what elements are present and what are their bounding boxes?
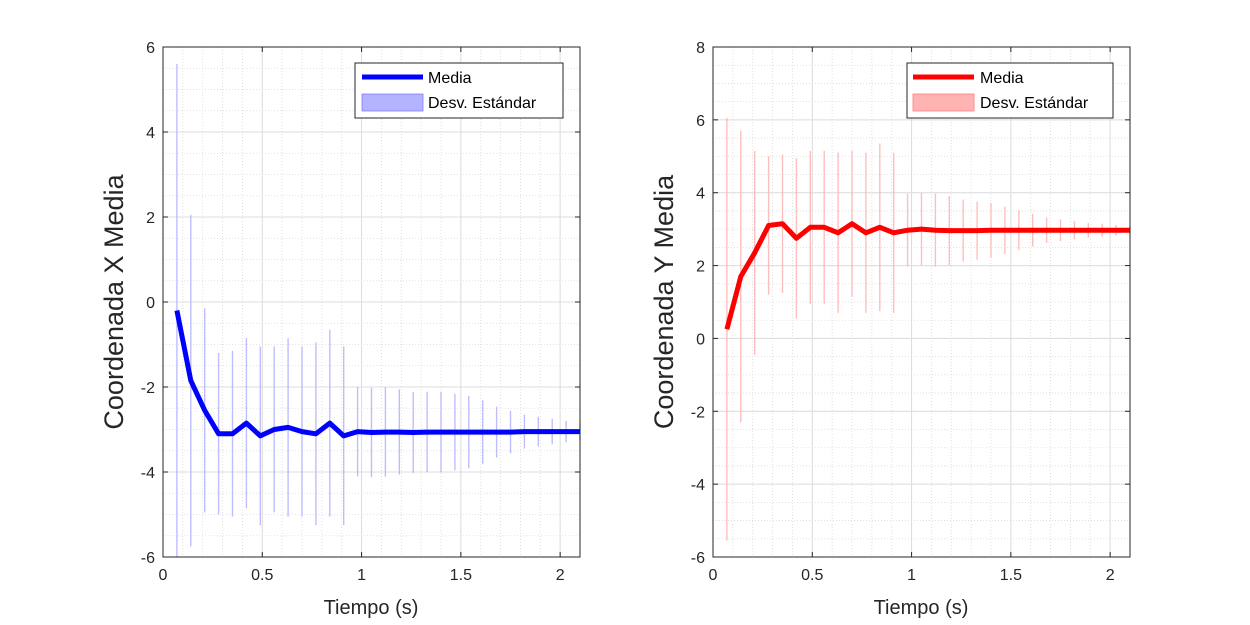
y-tick-label: 2 — [146, 210, 155, 227]
x-tick-label: 1.5 — [1000, 567, 1022, 584]
y-tick-label: -6 — [141, 550, 155, 567]
legend-mean-label: Media — [428, 70, 472, 87]
legend-mean-label: Media — [980, 70, 1024, 87]
y-tick-label: 4 — [146, 125, 155, 142]
y-tick-label: 0 — [146, 295, 155, 312]
plot-x-coordinate: 0 0.5 1 1.5 2 -6 -4 -2 0 2 4 6 Tiempo (s) Coordenad… — [99, 40, 581, 619]
y-tick-label: -2 — [141, 380, 155, 397]
legend-x-plot: Media Desv. Estándar — [354, 62, 564, 119]
mean-line — [174, 310, 580, 439]
y-axis-label: Coordenada Y Media — [649, 174, 679, 429]
x-tick-label: 2 — [1106, 567, 1115, 584]
y-tick-label: 6 — [696, 113, 705, 130]
x-tick-label: 1 — [907, 567, 916, 584]
y-tick-label: -2 — [691, 404, 705, 421]
mean-line-x-plot — [174, 310, 580, 439]
x-tick-label: 1 — [357, 567, 366, 584]
x-tick-label: 2 — [556, 567, 565, 584]
y-tick-label: 0 — [696, 331, 705, 348]
y-tick-label: 4 — [696, 186, 705, 203]
x-tick-label: 0.5 — [251, 567, 273, 584]
y-axis-label: Coordenada X Media — [99, 173, 129, 429]
mean-line — [724, 221, 1130, 330]
legend-std-label: Desv. Estándar — [980, 95, 1089, 112]
x-tick-label: 1.5 — [450, 567, 472, 584]
y-tick-label: 6 — [146, 40, 155, 57]
axes-x-plot: 0 0.5 1 1.5 2 -6 -4 -2 0 2 4 6 — [141, 40, 581, 584]
axes-y-plot: 0 0.5 1 1.5 2 -6 -4 -2 0 2 4 6 8 — [691, 40, 1131, 584]
x-axis-label: Tiempo (s) — [874, 597, 969, 619]
plot-y-coordinate: 0 0.5 1 1.5 2 -6 -4 -2 0 2 4 6 8 Tiempo (s) Coordena… — [649, 40, 1131, 619]
x-tick-label: 0 — [709, 567, 718, 584]
y-tick-label: 2 — [696, 259, 705, 276]
y-tick-label: -4 — [691, 477, 705, 494]
y-tick-label: -6 — [691, 550, 705, 567]
mean-line-y-plot — [724, 221, 1130, 330]
axes-box — [712, 46, 1131, 558]
x-tick-label: 0.5 — [801, 567, 823, 584]
x-tick-label: 0 — [159, 567, 168, 584]
legend-y-plot: Media Desv. Estándar — [906, 62, 1114, 119]
legend-std-label: Desv. Estándar — [428, 95, 537, 112]
y-tick-label: 8 — [696, 40, 705, 57]
legend-std-swatch — [361, 93, 424, 112]
x-axis-label: Tiempo (s) — [324, 597, 419, 619]
y-tick-label: -4 — [141, 465, 155, 482]
legend-std-swatch — [912, 93, 975, 112]
